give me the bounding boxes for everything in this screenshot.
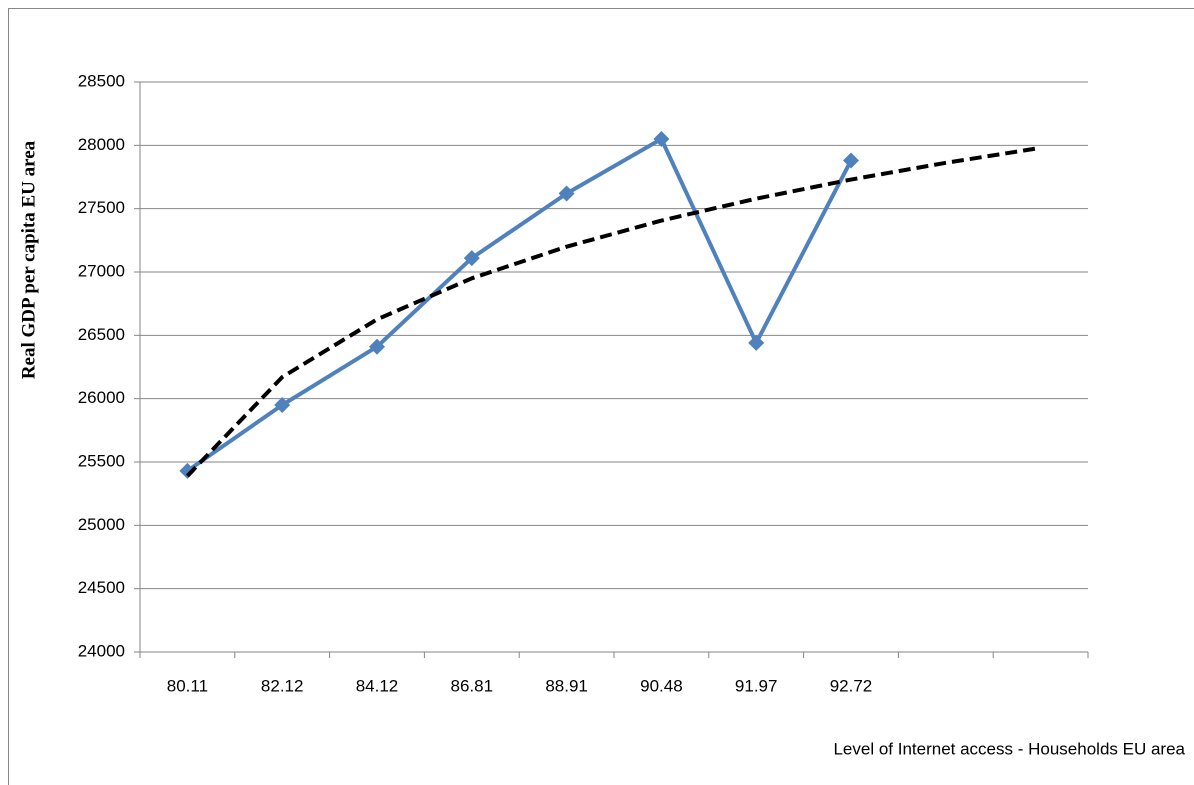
y-tick-label: 27500 [78, 198, 125, 217]
x-axis-title: Level of Internet access - Households EU… [833, 739, 1185, 758]
marker [748, 334, 765, 351]
y-tick-label: 28500 [78, 71, 125, 90]
y-tick-label: 27000 [78, 261, 125, 280]
marker [843, 152, 859, 169]
y-tick-label: 25000 [78, 515, 125, 534]
y-tick-label: 26500 [78, 325, 125, 344]
y-tick-label: 26000 [78, 388, 125, 407]
x-tick-label: 86.81 [451, 676, 494, 695]
x-tick-label: 84.12 [356, 676, 399, 695]
series-line [186, 137, 853, 473]
x-tick-label: 90.48 [640, 676, 683, 695]
marker [369, 338, 385, 355]
y-tick-label: 24500 [78, 578, 125, 597]
marker [558, 185, 575, 202]
y-axis-title: Real GDP per capita EU area [18, 140, 39, 379]
series-line [185, 145, 1041, 478]
y-tick-label: 24000 [78, 641, 125, 660]
marker [463, 250, 480, 267]
chart-frame [8, 8, 1194, 785]
marker [179, 462, 196, 479]
x-tick-label: 91.97 [735, 676, 778, 695]
x-tick-label: 88.91 [545, 676, 588, 695]
marker [653, 131, 670, 147]
y-tick-label: 25500 [78, 451, 125, 470]
x-tick-label: 80.11 [167, 676, 208, 695]
x-tick-label: 92.72 [830, 676, 873, 695]
y-tick-label: 28000 [78, 135, 125, 154]
marker [274, 397, 291, 413]
x-tick-label: 82.12 [261, 676, 304, 695]
